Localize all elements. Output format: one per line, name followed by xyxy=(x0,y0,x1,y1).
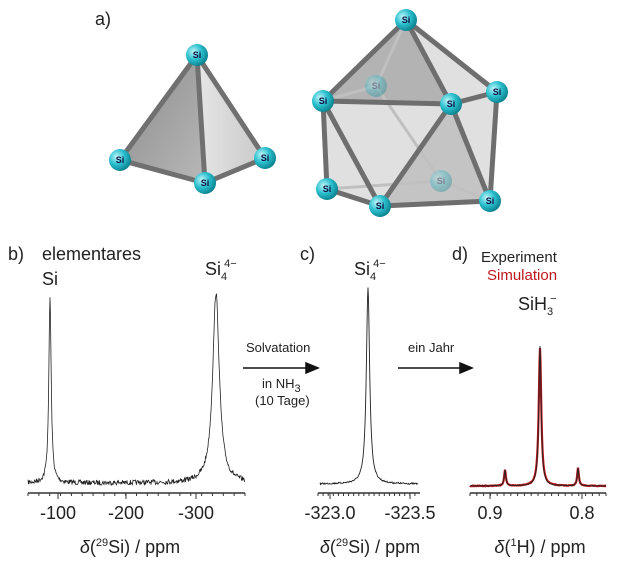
atom: Si xyxy=(365,75,387,97)
superscript: 29 xyxy=(96,537,108,549)
atom: Si xyxy=(430,170,452,192)
atom-label: Si xyxy=(201,178,210,188)
x-tick-label: -323.0 xyxy=(304,503,355,523)
tetrahedron xyxy=(120,55,265,183)
spectrum xyxy=(28,294,245,485)
text: Si) / ppm xyxy=(108,537,180,557)
cluster xyxy=(323,20,497,206)
panel-label: c) xyxy=(300,244,315,264)
text: SiH xyxy=(518,294,547,314)
label: d) xyxy=(452,244,468,264)
atom: Si xyxy=(194,172,216,194)
text: Si xyxy=(205,259,221,279)
atom: Si xyxy=(369,195,391,217)
atom: Si xyxy=(109,149,131,171)
x-tick-label: -100 xyxy=(40,503,76,523)
text: elementares xyxy=(42,244,141,264)
superscript: − xyxy=(550,293,556,305)
x-tick-label: -323.5 xyxy=(384,503,435,523)
text: ein Jahr xyxy=(408,340,455,355)
peak-label: Si44− xyxy=(205,258,237,283)
atom-label: Si xyxy=(116,155,125,165)
atom: Si xyxy=(440,93,462,115)
atom-label: Si xyxy=(319,96,328,106)
superscript: 4− xyxy=(373,258,386,270)
arrow-text: ein Jahr xyxy=(408,340,455,355)
x-tick-label: -200 xyxy=(108,503,144,523)
spectrum xyxy=(320,288,418,485)
x-axis-label: δ(1H) / ppm xyxy=(494,537,585,557)
text: in NH xyxy=(262,376,295,391)
superscript: 4− xyxy=(224,258,237,270)
atom: Si xyxy=(254,147,276,169)
legend-simulation: Simulation xyxy=(487,267,557,284)
legend-experiment: Experiment xyxy=(481,249,558,266)
atom-label: Si xyxy=(486,196,495,206)
atom-label: Si xyxy=(193,50,202,60)
atom: Si xyxy=(479,190,501,212)
text: Si xyxy=(354,259,370,279)
subscript: 4 xyxy=(370,271,376,283)
atom-label: Si xyxy=(372,81,381,91)
label: a) xyxy=(95,9,111,29)
text: Si xyxy=(42,269,58,289)
atom: Si xyxy=(316,178,338,200)
subscript: 4 xyxy=(221,271,227,283)
arrow-text: Solvatation xyxy=(246,340,310,355)
atom-label: Si xyxy=(447,99,456,109)
text: Simulation xyxy=(487,267,557,284)
panel-label: d) xyxy=(452,244,468,264)
atom: Si xyxy=(312,90,334,112)
text: (10 Tage) xyxy=(255,393,310,408)
figure: a) b) elementares Si c) d) Experiment Si… xyxy=(0,0,618,562)
panel-label: a) xyxy=(95,9,111,29)
x-axis-label: δ(29Si) / ppm xyxy=(80,537,180,557)
annotation: elementares xyxy=(42,244,141,264)
text: Experiment xyxy=(481,249,558,266)
atom: Si xyxy=(186,44,208,66)
atom-label: Si xyxy=(261,153,270,163)
label: b) xyxy=(8,244,24,264)
x-axis-label: δ(29Si) / ppm xyxy=(320,537,420,557)
subscript: 3 xyxy=(547,306,553,318)
arrows xyxy=(243,363,472,373)
spectrum xyxy=(470,348,606,486)
atom: Si xyxy=(395,9,417,31)
panel-label: b) xyxy=(8,244,24,264)
text: H) / ppm xyxy=(517,537,586,557)
peak-label: Si44− xyxy=(354,258,386,283)
text: Si) / ppm xyxy=(348,537,420,557)
atom-label: Si xyxy=(323,184,332,194)
x-tick-label: 0.9 xyxy=(477,503,502,523)
atom-label: Si xyxy=(402,15,411,25)
atom-label: Si xyxy=(437,176,446,186)
atom-label: Si xyxy=(493,87,502,97)
x-tick-label: -300 xyxy=(178,503,214,523)
arrow-text: (10 Tage) xyxy=(255,393,310,408)
atom-label: Si xyxy=(376,201,385,211)
x-tick-label: 0.8 xyxy=(569,503,594,523)
atom: Si xyxy=(486,81,508,103)
text: Solvatation xyxy=(246,340,310,355)
peak-label: SiH3− xyxy=(518,293,557,318)
superscript: 29 xyxy=(336,537,348,549)
label: c) xyxy=(300,244,315,264)
annotation: Si xyxy=(42,269,58,289)
